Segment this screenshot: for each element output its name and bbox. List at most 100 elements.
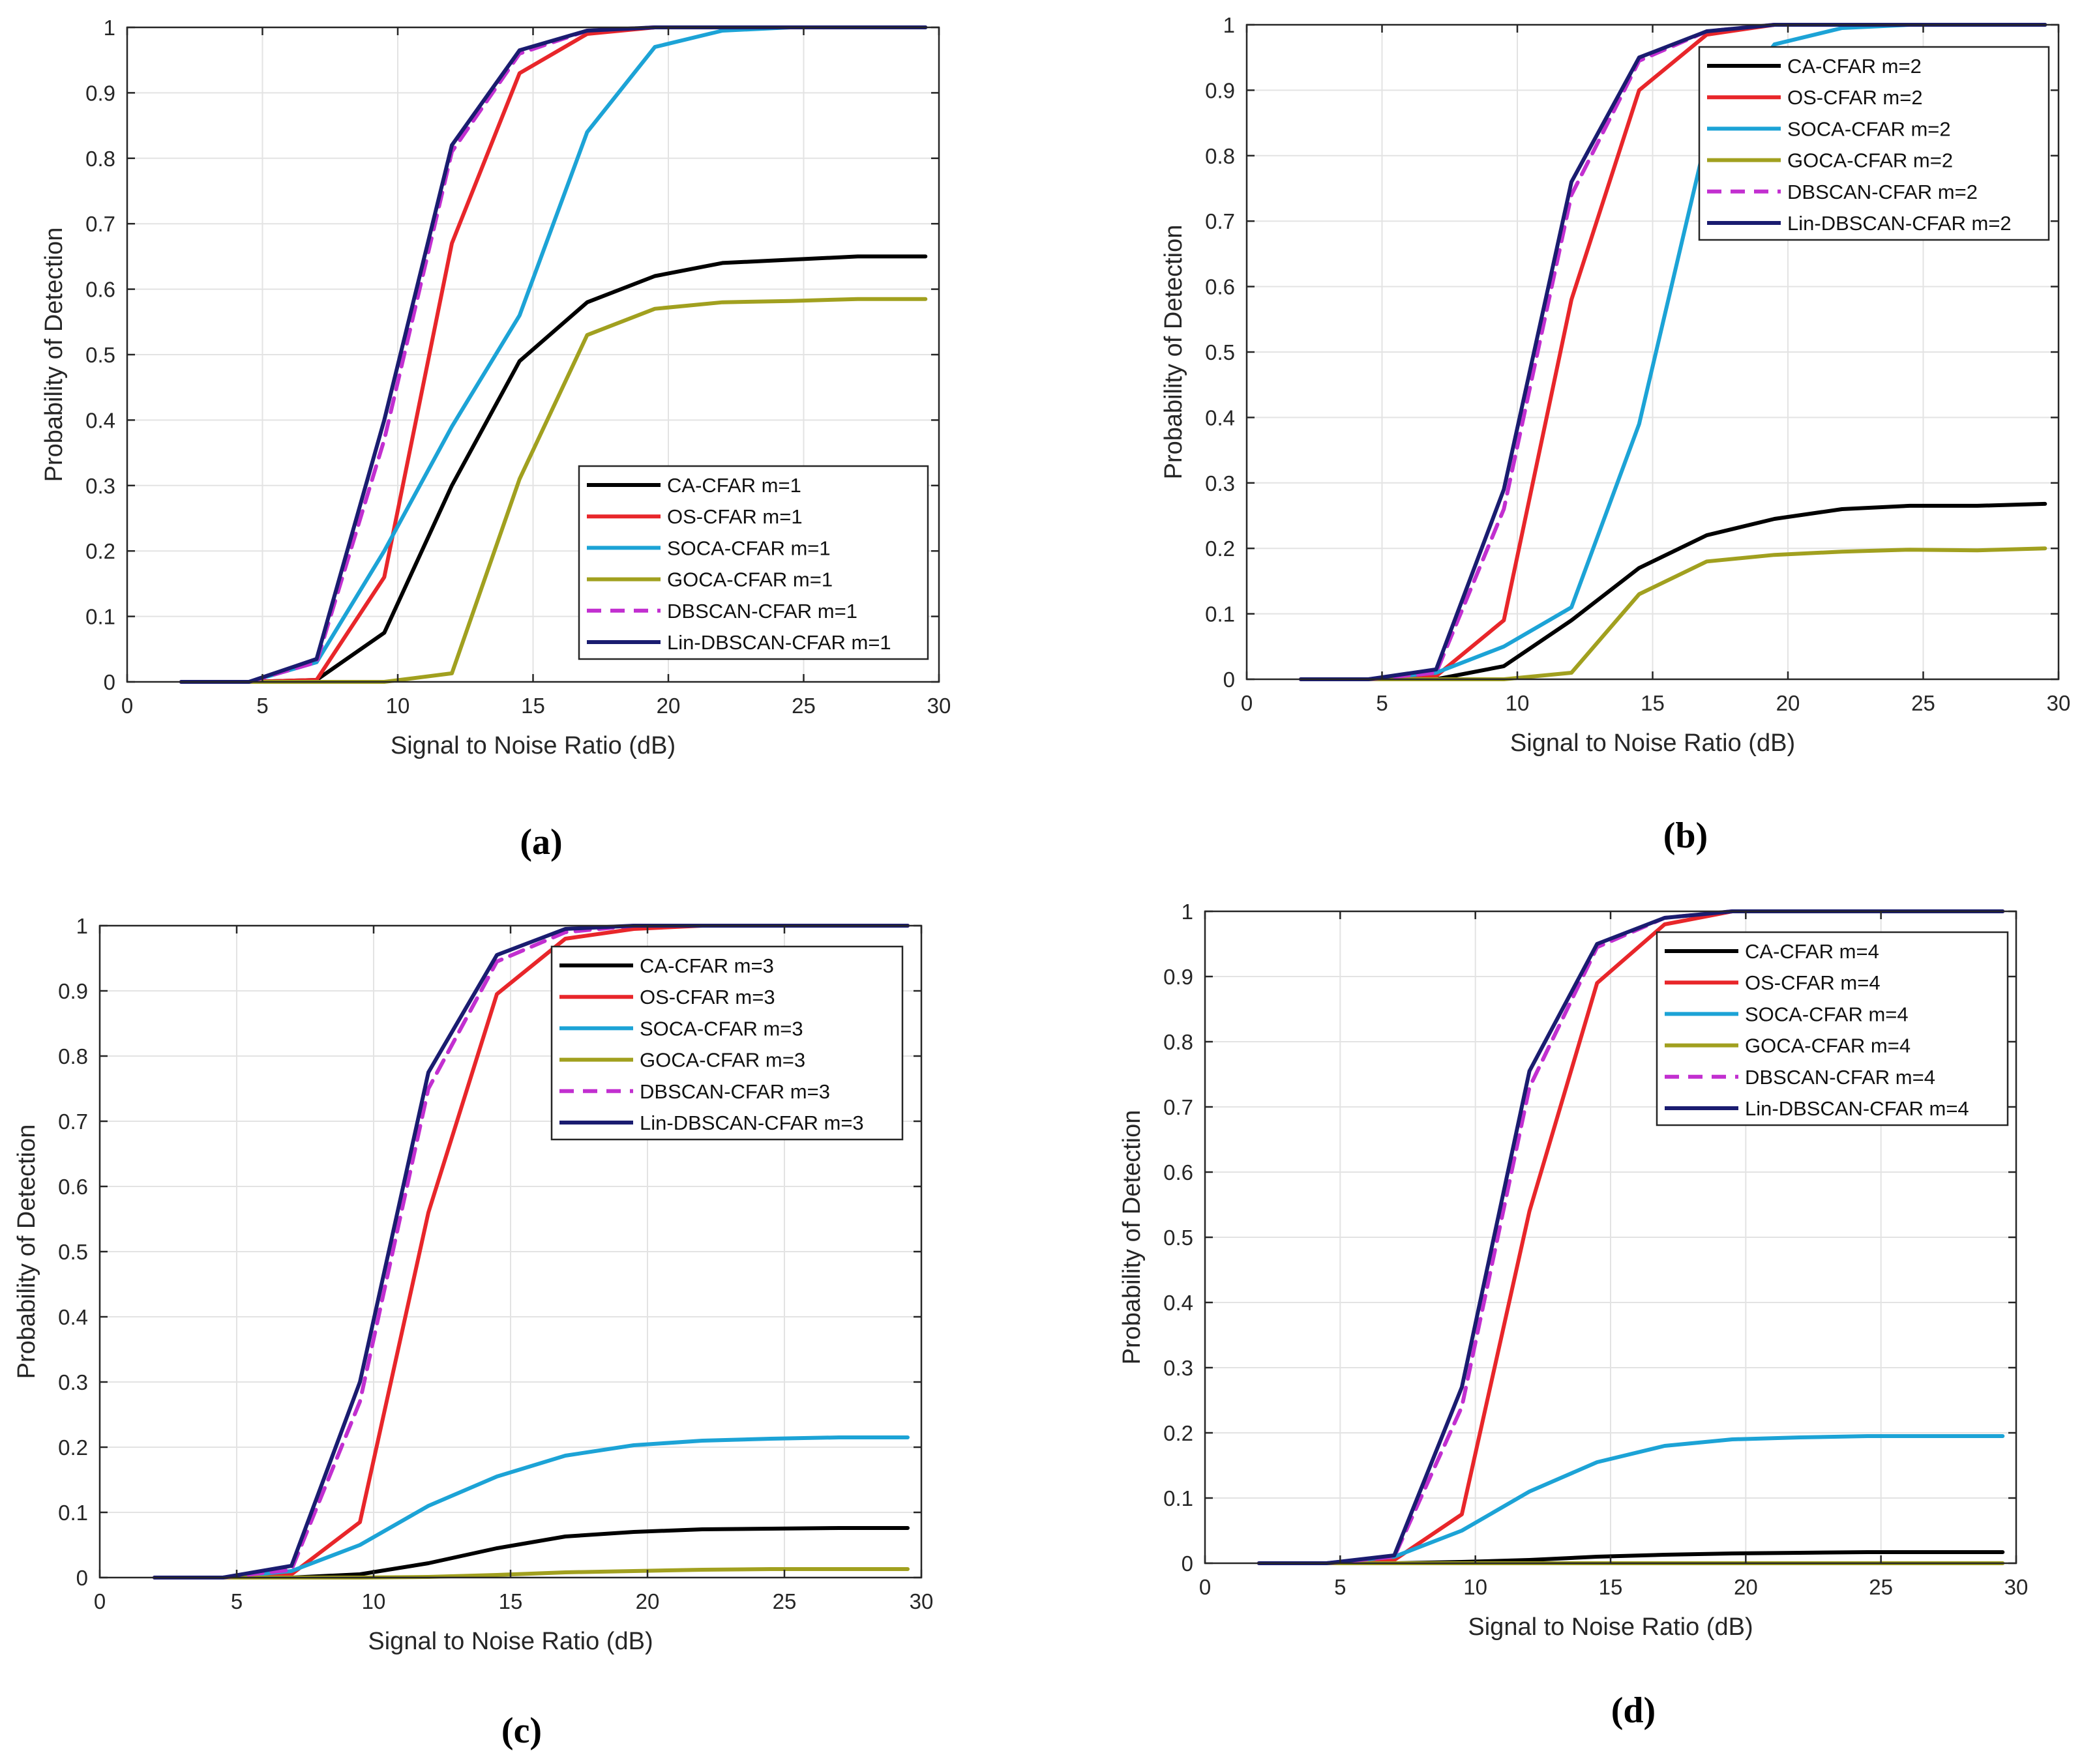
x-tick-label: 20: [636, 1589, 660, 1613]
x-tick-label: 0: [121, 694, 133, 718]
y-tick-label: 0.9: [1205, 78, 1235, 102]
panel-label: (d): [1611, 1690, 1656, 1731]
y-tick-label: 0.2: [1163, 1421, 1193, 1445]
legend-entry: Lin-DBSCAN-CFAR m=4: [1745, 1097, 1969, 1120]
x-tick-label: 5: [231, 1589, 243, 1613]
y-tick-label: 0.5: [58, 1240, 88, 1264]
y-tick-label: 0.8: [85, 147, 115, 171]
chart-panel-3: 0 5 10 15 20 25 30 0 0.1 0.2 0.3 0.4 0.5 0.6 0.7 0.8 0.9…: [1118, 900, 2028, 1731]
legend-entry: DBSCAN-CFAR m=3: [640, 1080, 830, 1103]
y-tick-label: 1: [1223, 13, 1235, 37]
y-tick-label: 0.4: [85, 408, 115, 432]
y-tick-label: 0.6: [58, 1175, 88, 1199]
x-tick-label: 10: [1506, 691, 1530, 715]
y-tick-label: 0.2: [85, 539, 115, 563]
x-tick-label: 5: [1334, 1575, 1346, 1599]
legend-entry: Lin-DBSCAN-CFAR m=3: [640, 1111, 864, 1134]
legend-entry: CA-CFAR m=2: [1787, 55, 1922, 78]
x-axis-label: Signal to Noise Ratio (dB): [391, 732, 676, 759]
y-tick-label: 0.5: [85, 343, 115, 367]
legend-entry: DBSCAN-CFAR m=1: [667, 600, 857, 623]
legend: CA-CFAR m=3 OS-CFAR m=3 SOCA-CFAR m=3 GOCA-…: [550, 945, 904, 1141]
x-tick-label: 10: [386, 694, 410, 718]
y-tick-label: 1: [76, 914, 88, 938]
legend-box: [1656, 931, 2009, 1126]
y-tick-label: 0.8: [1163, 1030, 1193, 1054]
chart-panel-0: 0 5 10 15 20 25 30 0 0.1 0.2 0.3 0.4 0.5 0.6 0.7 0.8 0.9…: [40, 16, 951, 862]
y-tick-label: 0.5: [1163, 1226, 1193, 1250]
y-tick-label: 0.7: [1205, 209, 1235, 233]
legend-entry: DBSCAN-CFAR m=4: [1745, 1066, 1935, 1089]
legend: CA-CFAR m=4 OS-CFAR m=4 SOCA-CFAR m=4 GOCA-…: [1656, 931, 2009, 1126]
y-tick-label: 0.3: [58, 1370, 88, 1394]
panel-label: (c): [501, 1711, 542, 1751]
y-tick-label: 0.2: [1205, 537, 1235, 561]
y-tick-label: 0.3: [1163, 1356, 1193, 1380]
y-tick-label: 0.5: [1205, 340, 1235, 364]
legend-entry: CA-CFAR m=3: [640, 954, 774, 977]
y-axis-label: Probability of Detection: [13, 1125, 40, 1379]
y-tick-label: 0.7: [1163, 1095, 1193, 1119]
legend-box: [1698, 46, 2050, 241]
panel-label: (a): [520, 822, 562, 862]
legend-box: [550, 945, 904, 1141]
legend: CA-CFAR m=2 OS-CFAR m=2 SOCA-CFAR m=2 GOCA-…: [1698, 46, 2050, 241]
x-tick-label: 30: [927, 694, 951, 718]
y-tick-label: 0.6: [85, 278, 115, 302]
x-tick-label: 5: [256, 694, 268, 718]
legend-entry: OS-CFAR m=3: [640, 986, 775, 1008]
x-tick-label: 5: [1376, 691, 1388, 715]
x-tick-label: 30: [2004, 1575, 2029, 1599]
x-tick-label: 25: [1911, 691, 1935, 715]
legend-entry: DBSCAN-CFAR m=2: [1787, 181, 1978, 203]
y-tick-label: 0.7: [58, 1110, 88, 1134]
y-tick-label: 0: [104, 670, 115, 694]
x-tick-label: 15: [1641, 691, 1665, 715]
chart-panel-2: 0 5 10 15 20 25 30 0 0.1 0.2 0.3 0.4 0.5 0.6 0.7 0.8 0.9…: [13, 914, 933, 1751]
x-tick-label: 0: [94, 1589, 106, 1613]
y-tick-label: 0.4: [1205, 405, 1235, 430]
legend-entry: GOCA-CFAR m=1: [667, 568, 833, 591]
x-tick-label: 0: [1241, 691, 1253, 715]
y-tick-label: 0.4: [58, 1305, 88, 1329]
x-tick-label: 15: [499, 1589, 523, 1613]
legend-entry: GOCA-CFAR m=3: [640, 1049, 805, 1072]
y-tick-label: 0.8: [58, 1044, 88, 1068]
y-tick-label: 0.1: [1205, 602, 1235, 626]
legend-entry: SOCA-CFAR m=1: [667, 537, 831, 559]
legend-entry: SOCA-CFAR m=2: [1787, 117, 1951, 140]
x-axis-label: Signal to Noise Ratio (dB): [1510, 729, 1795, 757]
legend-entry: GOCA-CFAR m=4: [1745, 1035, 1911, 1057]
y-tick-label: 0.9: [58, 979, 88, 1003]
legend-entry: GOCA-CFAR m=2: [1787, 149, 1953, 172]
x-axis-label: Signal to Noise Ratio (dB): [1468, 1613, 1753, 1641]
x-tick-label: 10: [362, 1589, 386, 1613]
legend-entry: OS-CFAR m=2: [1787, 86, 1923, 109]
y-tick-label: 0.1: [1163, 1486, 1193, 1510]
legend-entry: SOCA-CFAR m=4: [1745, 1003, 1909, 1025]
x-tick-label: 25: [1869, 1575, 1893, 1599]
legend-entry: OS-CFAR m=1: [667, 505, 803, 528]
series-line-dbscan-cfar: [153, 924, 910, 1580]
y-tick-label: 1: [1182, 900, 1193, 924]
y-tick-label: 0.6: [1205, 275, 1235, 299]
x-tick-label: 0: [1199, 1575, 1211, 1599]
x-tick-label: 15: [521, 694, 545, 718]
y-tick-label: 0.3: [85, 474, 115, 498]
legend-entry: SOCA-CFAR m=3: [640, 1017, 803, 1040]
y-tick-label: 0: [76, 1566, 88, 1590]
x-tick-label: 30: [910, 1589, 934, 1613]
x-tick-label: 25: [792, 694, 816, 718]
y-tick-label: 1: [104, 16, 115, 40]
legend-entry: Lin-DBSCAN-CFAR m=2: [1787, 212, 2012, 235]
panel-label: (b): [1663, 816, 1708, 856]
y-tick-label: 0.9: [1163, 965, 1193, 989]
y-tick-label: 0.6: [1163, 1160, 1193, 1184]
x-tick-label: 15: [1599, 1575, 1623, 1599]
y-tick-label: 0.8: [1205, 144, 1235, 168]
x-tick-label: 10: [1463, 1575, 1487, 1599]
y-tick-label: 0.4: [1163, 1291, 1193, 1315]
y-tick-label: 0: [1223, 668, 1235, 692]
y-axis-label: Probability of Detection: [1160, 225, 1187, 480]
